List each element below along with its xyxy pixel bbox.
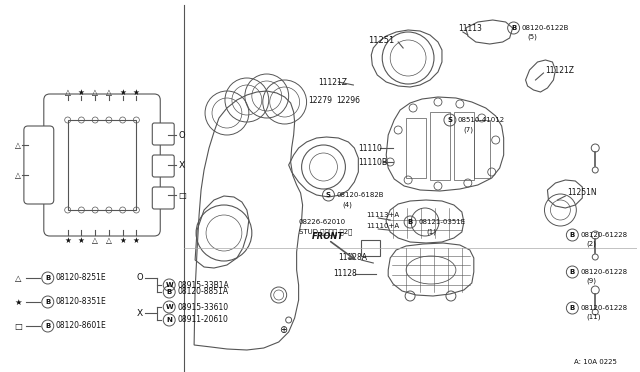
Text: W: W xyxy=(165,282,173,288)
Text: 08120-8351E: 08120-8351E xyxy=(56,298,106,307)
Text: B: B xyxy=(511,25,516,31)
Text: 08510-41012: 08510-41012 xyxy=(458,117,505,123)
Text: B: B xyxy=(166,289,172,295)
Text: △: △ xyxy=(106,235,112,244)
Text: 11121Z: 11121Z xyxy=(545,65,575,74)
Polygon shape xyxy=(388,243,474,296)
Text: B: B xyxy=(570,269,575,275)
Text: △: △ xyxy=(15,141,21,150)
Bar xyxy=(68,120,136,210)
FancyBboxPatch shape xyxy=(152,187,174,209)
Text: 08120-8251E: 08120-8251E xyxy=(56,273,106,282)
Text: B: B xyxy=(45,323,51,329)
Text: △: △ xyxy=(15,170,21,180)
Text: ⊕: ⊕ xyxy=(280,325,288,335)
Text: 08120-8601E: 08120-8601E xyxy=(56,321,106,330)
Text: 11128: 11128 xyxy=(333,269,357,279)
Text: □: □ xyxy=(178,190,186,199)
Text: (1): (1) xyxy=(426,229,436,235)
Bar xyxy=(474,120,490,178)
Text: S: S xyxy=(447,117,452,123)
FancyBboxPatch shape xyxy=(152,155,174,177)
Text: 08226-62010: 08226-62010 xyxy=(299,219,346,225)
Text: ★: ★ xyxy=(133,235,140,244)
Text: □: □ xyxy=(14,321,22,330)
Text: 08120-61228: 08120-61228 xyxy=(580,305,627,311)
Text: (7): (7) xyxy=(464,127,474,133)
Text: 08121-0351E: 08121-0351E xyxy=(418,219,465,225)
Bar xyxy=(406,118,426,178)
Text: 08120-6182B: 08120-6182B xyxy=(337,192,384,198)
Text: 11121Z: 11121Z xyxy=(319,77,348,87)
Text: 12279: 12279 xyxy=(308,96,333,105)
Text: ★: ★ xyxy=(119,235,126,244)
Text: 12296: 12296 xyxy=(337,96,360,105)
Text: 08911-20610: 08911-20610 xyxy=(177,315,228,324)
Bar xyxy=(454,112,474,180)
Text: B: B xyxy=(45,299,51,305)
Text: ★: ★ xyxy=(133,87,140,96)
Text: △: △ xyxy=(106,87,112,96)
Text: 11251: 11251 xyxy=(368,35,394,45)
Text: 08120-6122B: 08120-6122B xyxy=(522,25,569,31)
Text: △: △ xyxy=(15,273,21,282)
Text: W: W xyxy=(165,304,173,310)
Text: △: △ xyxy=(65,87,70,96)
Text: 11110+A: 11110+A xyxy=(366,223,399,229)
Polygon shape xyxy=(386,97,504,191)
Text: (2): (2) xyxy=(586,241,596,247)
FancyBboxPatch shape xyxy=(44,94,160,236)
Text: (5): (5) xyxy=(527,34,538,40)
Text: 08915-33B1A: 08915-33B1A xyxy=(177,280,229,289)
Text: ★: ★ xyxy=(78,87,85,96)
Text: N: N xyxy=(166,317,172,323)
Text: 11113: 11113 xyxy=(458,23,482,32)
Text: ★: ★ xyxy=(78,235,85,244)
Text: STUD スタッド （2）: STUD スタッド （2） xyxy=(299,229,352,235)
Polygon shape xyxy=(386,200,464,243)
Text: 08120-61228: 08120-61228 xyxy=(580,232,627,238)
Text: B: B xyxy=(408,219,413,225)
Text: 11113+A: 11113+A xyxy=(366,212,399,218)
Text: 11110: 11110 xyxy=(358,144,382,153)
Text: X: X xyxy=(136,308,143,317)
Text: (11): (11) xyxy=(586,314,601,320)
Text: X: X xyxy=(179,160,185,170)
Text: B: B xyxy=(45,275,51,281)
Text: 08120-8851A: 08120-8851A xyxy=(177,288,228,296)
Text: 11110B: 11110B xyxy=(358,157,387,167)
Text: (4): (4) xyxy=(342,202,352,208)
Text: O: O xyxy=(179,131,186,140)
Text: B: B xyxy=(570,232,575,238)
Text: 08120-61228: 08120-61228 xyxy=(580,269,627,275)
Text: 11128A: 11128A xyxy=(339,253,367,263)
Text: 11251N: 11251N xyxy=(568,187,597,196)
Text: A: 10A 0225: A: 10A 0225 xyxy=(574,359,617,365)
FancyBboxPatch shape xyxy=(24,126,54,204)
Text: S: S xyxy=(326,192,331,198)
Text: △: △ xyxy=(92,87,98,96)
FancyBboxPatch shape xyxy=(152,123,174,145)
Text: FRONT: FRONT xyxy=(312,231,344,241)
Text: 08915-33610: 08915-33610 xyxy=(177,302,228,311)
Text: O: O xyxy=(136,273,143,282)
Text: ★: ★ xyxy=(119,87,126,96)
Text: ★: ★ xyxy=(14,298,22,307)
Text: B: B xyxy=(570,305,575,311)
Bar xyxy=(430,112,450,180)
Text: △: △ xyxy=(92,235,98,244)
Text: (9): (9) xyxy=(586,278,596,284)
Text: ★: ★ xyxy=(64,235,71,244)
